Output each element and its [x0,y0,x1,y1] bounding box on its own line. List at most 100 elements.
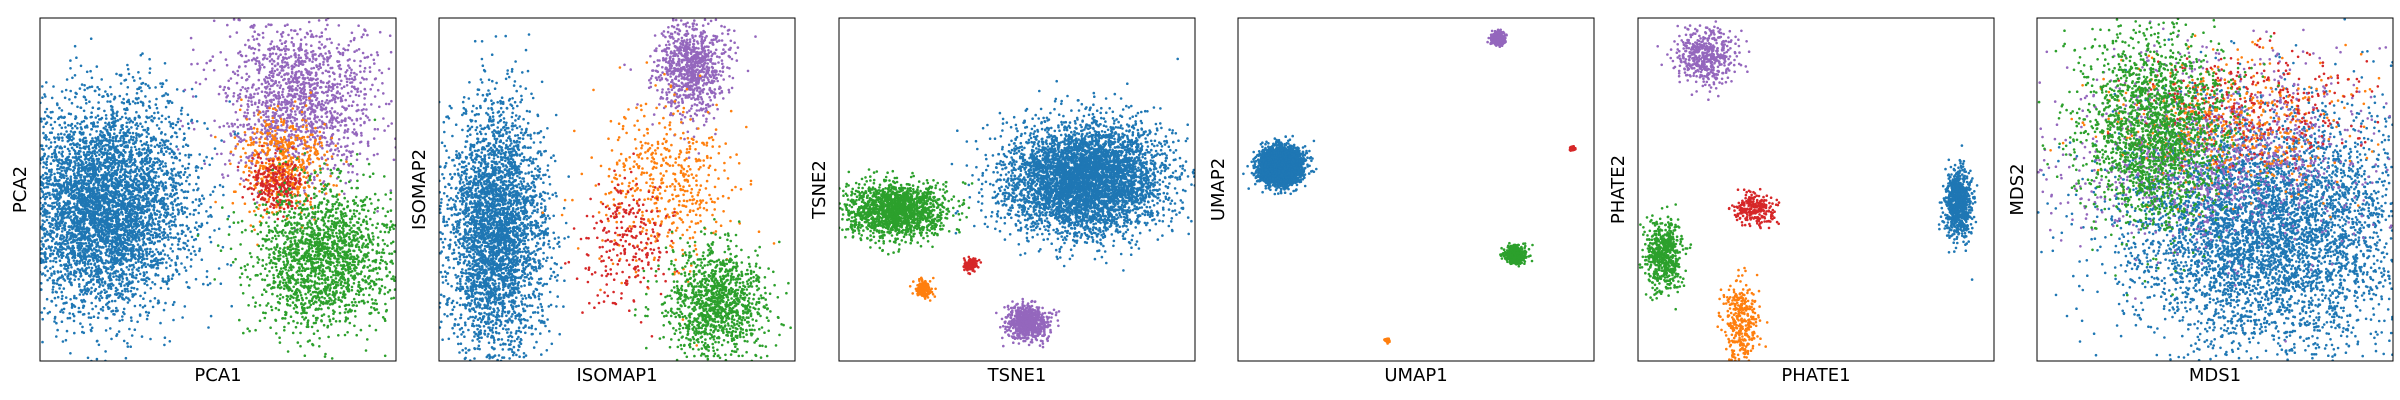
scatter-point [66,264,69,268]
scatter-point [42,165,45,169]
scatter-point [236,132,240,135]
scatter-point [84,157,88,160]
scatter-point [181,164,184,168]
scatter-point [143,282,146,285]
scatter-point [100,290,103,294]
scatter-point [174,155,178,159]
scatter-point [75,297,78,300]
scatter-point [105,219,108,223]
scatter-point [146,314,149,317]
scatter-point [169,232,172,235]
scatter-point [328,37,332,41]
scatter-point [56,233,59,236]
scatter-point [138,134,141,137]
scatter-point [74,152,77,155]
scatter-point [151,264,154,267]
scatter-point [77,277,80,281]
scatter-point [64,126,67,129]
scatter-point [112,216,115,220]
scatter-point [111,261,114,264]
scatter-point [77,167,80,171]
scatter-point [45,121,49,124]
scatter-point [272,90,276,93]
scatter-point [104,240,107,244]
scatter-point [168,194,172,198]
scatter-point [95,249,98,252]
scatter-point [105,223,109,226]
scatter-point [79,272,83,275]
scatter-point [95,162,99,165]
scatter-point [154,137,157,140]
scatter-point [164,211,167,214]
scatter-point [141,52,144,55]
scatter-point [177,209,180,212]
scatter-point [140,335,144,338]
scatter-point [141,250,145,253]
scatter-point [189,230,192,234]
scatter-point [51,207,54,211]
scatter-point [60,146,63,150]
scatter-point [95,210,99,214]
scatter-point [146,174,150,178]
scatter-point [164,181,167,184]
scatter-point [45,163,48,167]
scatter-point [145,167,149,170]
scatter-point [139,294,142,298]
scatter-point [113,254,116,258]
scatter-point [45,160,48,163]
scatter-point [124,290,127,293]
scatter-point [119,251,123,255]
scatter-point [89,280,93,283]
scatter-point [83,238,87,241]
scatter-point [356,90,359,93]
scatter-point [73,294,76,298]
scatter-point [171,215,174,219]
scatter-point [109,100,112,103]
scatter-point [117,190,121,194]
scatter-point [158,252,161,256]
scatter-point [120,222,123,226]
scatter-point [133,118,137,121]
scatter-point [130,319,133,323]
scatter-point [40,311,44,314]
scatter-point [147,146,150,150]
scatter-point [138,150,141,154]
scatter-point [126,63,129,67]
scatter-point [148,160,151,164]
scatter-point [97,170,101,173]
scatter-point [71,312,75,316]
scatter-point [161,249,165,252]
scatter-point [94,238,98,242]
scatter-point [182,132,186,135]
scatter-point [67,194,71,197]
scatter-point [90,255,93,258]
scatter-point [104,183,108,187]
scatter-point [173,300,176,304]
scatter-point [87,259,91,262]
scatter-point [56,164,60,167]
scatter-point [130,195,134,199]
scatter-point [57,242,61,245]
scatter-point [127,215,130,219]
scatter-point [45,230,49,233]
scatter-point [157,127,161,130]
scatter-point [57,182,61,186]
scatter-point [43,152,46,156]
scatter-point [151,119,154,123]
scatter-point [139,172,143,176]
scatter-point [43,208,46,211]
scatter-point [42,177,45,181]
scatter-point [113,248,116,251]
scatter-point [88,172,92,176]
scatter-point [173,186,177,190]
scatter-point [60,290,63,294]
scatter-point [77,310,80,314]
scatter-point [180,232,184,236]
scatter-point [95,142,99,146]
scatter-point [105,296,109,300]
scatter-point [175,145,178,148]
scatter-point [144,120,147,124]
scatter-point [135,273,138,277]
scatter-point [119,233,123,237]
scatter-point [110,258,113,261]
